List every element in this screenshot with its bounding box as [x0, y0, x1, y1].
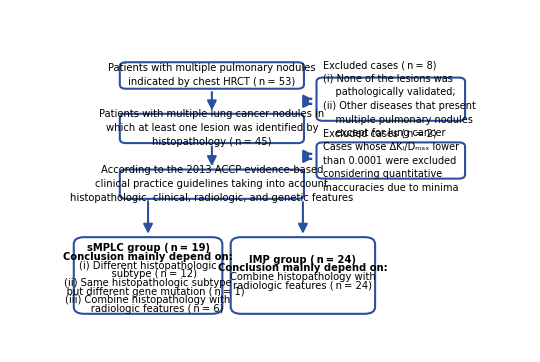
- Text: Conclusion mainly depend on:: Conclusion mainly depend on:: [63, 252, 233, 262]
- FancyBboxPatch shape: [231, 237, 375, 314]
- FancyBboxPatch shape: [120, 114, 304, 143]
- FancyBboxPatch shape: [74, 237, 222, 314]
- Text: radiologic features ( n = 6): radiologic features ( n = 6): [72, 304, 224, 314]
- Text: sMPLC group ( n = 19): sMPLC group ( n = 19): [86, 243, 210, 253]
- Text: (i) Different histopathologic: (i) Different histopathologic: [79, 261, 217, 270]
- Text: Excluded cases ( n = 2)
Cases whose ΔKᵢ/Dₘₐₓ lower
than 0.0001 were excluded
con: Excluded cases ( n = 2) Cases whose ΔKᵢ/…: [323, 128, 459, 193]
- Text: Combine histopathology with: Combine histopathology with: [230, 272, 376, 282]
- Text: but different gene mutation ( n = 1): but different gene mutation ( n = 1): [51, 286, 245, 296]
- Text: IMP group ( n = 24): IMP group ( n = 24): [249, 255, 356, 265]
- FancyBboxPatch shape: [120, 62, 304, 89]
- Text: (iii) Combine histopathology with: (iii) Combine histopathology with: [65, 295, 231, 305]
- FancyBboxPatch shape: [316, 142, 465, 178]
- FancyBboxPatch shape: [120, 169, 304, 199]
- Text: Patients with multiple pulmonary nodules
indicated by chest HRCT ( n = 53): Patients with multiple pulmonary nodules…: [108, 63, 316, 88]
- Text: radiologic features ( n = 24): radiologic features ( n = 24): [233, 281, 373, 291]
- Text: Conclusion mainly depend on:: Conclusion mainly depend on:: [218, 264, 388, 273]
- FancyBboxPatch shape: [316, 77, 465, 121]
- Text: Patients with multiple lung cancer nodules in
which at least one lesion was iden: Patients with multiple lung cancer nodul…: [99, 109, 325, 147]
- Text: (ii) Same histopathologic subtype: (ii) Same histopathologic subtype: [64, 278, 232, 288]
- Text: According to the 2013 ACCP evidence-based
clinical practice guidelines taking in: According to the 2013 ACCP evidence-base…: [70, 165, 354, 203]
- Text: Excluded cases ( n = 8)
(i) None of the lesions was
    pathologically validated: Excluded cases ( n = 8) (i) None of the …: [323, 60, 476, 138]
- Text: subtype ( n = 12): subtype ( n = 12): [99, 269, 197, 279]
